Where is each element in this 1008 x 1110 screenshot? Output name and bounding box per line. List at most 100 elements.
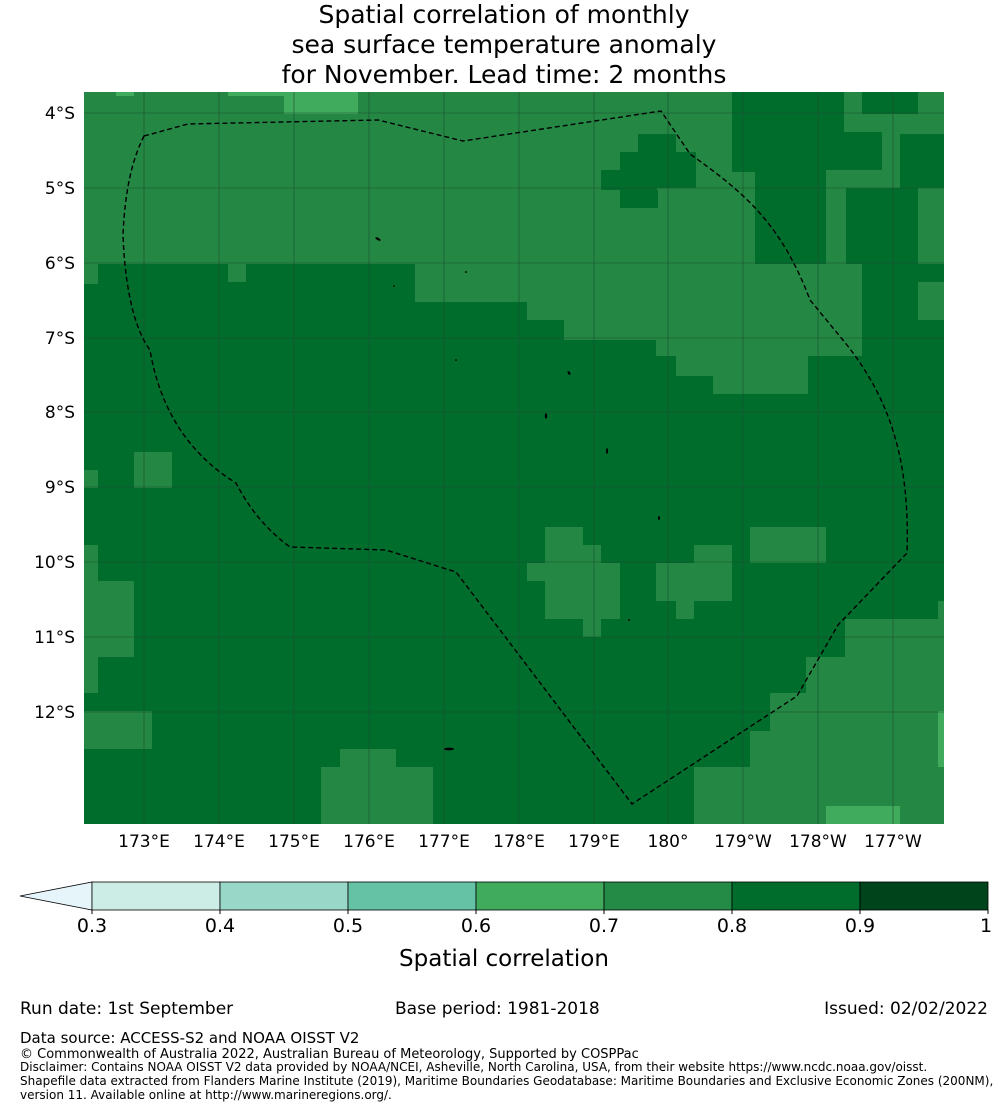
correlation-cell (846, 188, 918, 264)
colorbar-tick-label: 0.3 (77, 915, 107, 937)
copyright: © Commonwealth of Australia 2022, Austra… (20, 1047, 639, 1062)
correlation-cell (84, 581, 134, 657)
longitude-label: 174°E (193, 832, 245, 852)
colorbar-tick-label: 0.8 (717, 915, 747, 937)
correlation-cell (601, 170, 657, 190)
latitude-label: 5°S (45, 179, 75, 199)
island (627, 619, 631, 621)
colorbar-label: Spatial correlation (399, 946, 609, 972)
correlation-cell (84, 172, 302, 264)
correlation-cell (918, 282, 944, 320)
latitude-label: 10°S (34, 553, 75, 573)
title-line-1: Spatial correlation of monthly (318, 0, 690, 29)
eez-boundary (122, 110, 908, 805)
correlation-cell (116, 92, 134, 96)
latitude-label: 7°S (45, 329, 75, 349)
shapefile-credit-2: version 11. Available online at http://w… (20, 1088, 392, 1102)
longitude-label: 173°E (118, 832, 170, 852)
title-line-2: sea surface temperature anomaly (291, 30, 717, 59)
correlation-cell (656, 340, 862, 356)
colorbar-box (859, 881, 989, 911)
correlation-cell (938, 601, 944, 619)
correlation-cell (845, 619, 944, 657)
island (606, 448, 608, 454)
longitude-label: 179°E (568, 832, 620, 852)
latitude-labels: 4°S 5°S 6°S 7°S 8°S 9°S 10°S 11°S 12°S (34, 104, 75, 723)
correlation-cell (134, 452, 172, 488)
correlation-cell (750, 731, 944, 767)
correlation-cell (862, 92, 918, 114)
colorbar-box (475, 881, 605, 911)
disclaimer: Disclaimer: Contains NOAA OISST V2 data … (20, 1060, 928, 1074)
colorbar-tick-label: 0.5 (333, 915, 363, 937)
correlation-cell (938, 711, 944, 767)
islands (375, 237, 660, 751)
island (393, 285, 395, 287)
map-gridlines (84, 92, 944, 824)
correlation-cell (826, 806, 900, 824)
title-line-3: for November. Lead time: 2 months (281, 60, 727, 89)
latitude-label: 4°S (45, 104, 75, 124)
island (444, 747, 454, 751)
correlation-cell (228, 264, 246, 282)
colorbar: 0.3 0.4 0.5 0.6 0.7 0.8 0.9 1 Spatial correlati… (19, 881, 992, 972)
colorbar-tick-label: 1 (980, 915, 992, 937)
longitude-label: 177°E (418, 832, 470, 852)
colorbar-box (603, 881, 733, 911)
colorbar-tick-label: 0.4 (205, 915, 235, 937)
longitude-label: 179°W (714, 832, 772, 852)
correlation-cells (84, 92, 944, 824)
correlation-cell (732, 92, 826, 152)
colorbar-boxes (91, 881, 989, 911)
correlation-cell (545, 545, 601, 563)
correlation-cell (84, 545, 98, 581)
shapefile-credit-1: Shapefile data extracted from Flanders M… (20, 1074, 994, 1088)
correlation-map: 4°S 5°S 6°S 7°S 8°S 9°S 10°S 11°S 12°S 173°E 174°… (34, 92, 944, 852)
correlation-cell (321, 767, 433, 824)
longitude-label: 178°W (789, 832, 847, 852)
latitude-label: 12°S (34, 703, 75, 723)
correlation-cell (676, 356, 808, 376)
latitude-label: 11°S (34, 628, 75, 648)
longitude-label: 177°W (864, 832, 922, 852)
correlation-cell (340, 228, 377, 264)
island (658, 516, 660, 520)
run-date: Run date: 1st September (20, 999, 234, 1019)
colorbar-ticks: 0.3 0.4 0.5 0.6 0.7 0.8 0.9 1 (77, 910, 992, 937)
correlation-cell (527, 563, 620, 581)
correlation-cell (806, 657, 944, 693)
colorbar-box (219, 881, 349, 911)
correlation-cell (545, 581, 620, 619)
correlation-cell (694, 545, 732, 563)
correlation-cell (713, 376, 808, 394)
correlation-cell (620, 190, 658, 208)
latitude-label: 8°S (45, 403, 75, 423)
correlation-cell (340, 749, 396, 767)
chart-title: Spatial correlation of monthly sea surfa… (0, 0, 1008, 90)
island (464, 271, 468, 273)
colorbar-tick-label: 0.7 (589, 915, 619, 937)
colorbar-tick-label: 0.6 (461, 915, 491, 937)
longitude-label: 175°E (268, 832, 320, 852)
colorbar-box (347, 881, 477, 911)
longitude-label: 180° (648, 832, 689, 852)
correlation-cell (900, 134, 944, 188)
correlation-cell (826, 92, 844, 132)
correlation-cell (84, 470, 98, 488)
correlation-cell (826, 132, 882, 170)
correlation-cell (84, 711, 152, 749)
correlation-cell (938, 170, 944, 188)
colorbar-box (91, 881, 221, 911)
correlation-cell (84, 657, 98, 693)
correlation-cell (656, 563, 732, 601)
issued-date: Issued: 02/02/2022 (824, 999, 988, 1019)
longitude-label: 176°E (343, 832, 395, 852)
correlation-cell (583, 619, 601, 637)
island (544, 413, 548, 419)
correlation-cell (750, 527, 826, 563)
correlation-cell (284, 92, 358, 114)
colorbar-extend-arrow (19, 881, 93, 911)
island (455, 359, 457, 361)
data-source: Data source: ACCESS-S2 and NOAA OISST V2 (20, 1029, 360, 1047)
correlation-cell (527, 302, 862, 320)
